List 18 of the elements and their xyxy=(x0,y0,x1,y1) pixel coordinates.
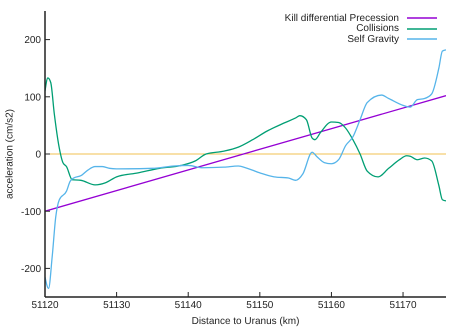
x-tick-label: 51130 xyxy=(103,300,131,312)
line-series xyxy=(45,77,446,202)
x-tick-label: 51170 xyxy=(389,300,417,312)
x-tick-label: 51140 xyxy=(174,300,202,312)
legend-label: Collisions xyxy=(356,23,399,34)
x-axis-title: Distance to Uranus (km) xyxy=(192,316,300,327)
y-tick-label: -200 xyxy=(20,264,42,275)
x-tick-label: 51160 xyxy=(318,300,346,312)
x-tick-label: 51120 xyxy=(31,300,59,312)
legend-label: Kill differential Precession xyxy=(284,12,399,24)
legend-label: Self Gravity xyxy=(347,34,399,45)
y-tick-label: 100 xyxy=(24,92,42,104)
y-tick-label: 0 xyxy=(35,150,42,161)
y-axis-title: acceleration (cm/s2) xyxy=(4,108,16,200)
line-series xyxy=(45,49,446,290)
y-tick-label: 200 xyxy=(24,35,42,46)
y-tick-label: -100 xyxy=(20,206,42,218)
x-tick-label: 51150 xyxy=(246,300,274,312)
